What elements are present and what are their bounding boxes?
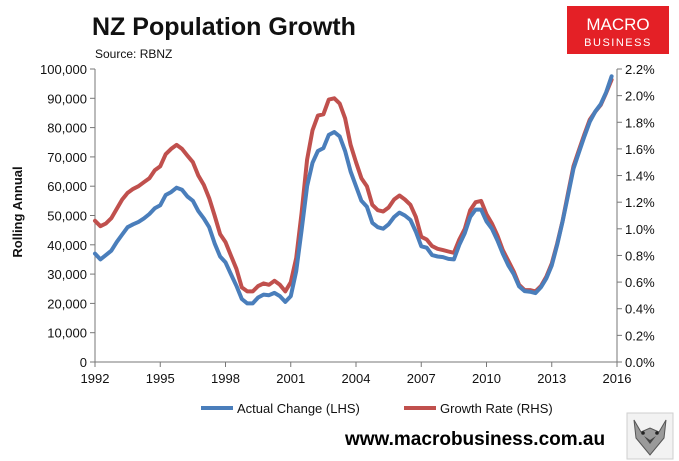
legend: Actual Change (LHS) Growth Rate (RHS) [201, 401, 553, 416]
x-tick-label: 2013 [537, 371, 566, 386]
y-left-tick-label: 50,000 [47, 209, 87, 224]
x-tick-label: 2001 [276, 371, 305, 386]
series-line-growth-rate [93, 77, 614, 294]
x-tick-label: 2016 [603, 371, 632, 386]
y-right-tick-label: 0.8% [625, 248, 655, 263]
y-right-tick-label: 0.4% [625, 302, 655, 317]
chart-source: Source: RBNZ [95, 47, 172, 61]
y-right-tick-label: 0.0% [625, 355, 655, 370]
y-left-tick-label: 20,000 [47, 296, 87, 311]
x-tick-label: 2004 [342, 371, 371, 386]
y-left-tick-label: 10,000 [47, 326, 87, 341]
y-right-tick-label: 0.2% [625, 328, 655, 343]
y-right-tick-label: 1.4% [625, 169, 655, 184]
y-left-tick-label: 60,000 [47, 179, 87, 194]
macrobusiness-logo[interactable]: MACRO BUSINESS [567, 6, 669, 54]
chart-title: NZ Population Growth [92, 13, 356, 41]
y-left-tick-label: 80,000 [47, 121, 87, 136]
y-right-tick-label: 1.2% [625, 195, 655, 210]
axis-ticks: 1992 1995 1998 2001 2004 2007 2010 2013 2016 0 10,… [40, 62, 655, 386]
y-left-tick-label: 30,000 [47, 267, 87, 282]
y-right-tick-label: 2.0% [625, 89, 655, 104]
x-tick-label: 2010 [472, 371, 501, 386]
y-right-tick-label: 1.8% [625, 115, 655, 130]
series-line-actual-change [93, 74, 614, 306]
y-left-tick-label: 0 [80, 355, 87, 370]
logo-line-2: BUSINESS [584, 37, 652, 49]
y-right-tick-label: 0.6% [625, 275, 655, 290]
website-url[interactable]: www.macrobusiness.com.au [344, 429, 605, 450]
x-tick-label: 1998 [211, 371, 240, 386]
logo-background [567, 6, 669, 54]
y-left-tick-label: 90,000 [47, 91, 87, 106]
y-left-tick-label: 100,000 [40, 62, 87, 77]
y-left-tick-label: 40,000 [47, 238, 87, 253]
y-right-tick-label: 2.2% [625, 62, 655, 77]
y-axis-label: Rolling Annual [10, 166, 25, 257]
logo-line-1: MACRO [586, 15, 649, 34]
y-right-tick-label: 1.6% [625, 142, 655, 157]
y-left-tick-label: 70,000 [47, 150, 87, 165]
legend-label-growth-rate: Growth Rate (RHS) [440, 401, 553, 416]
y-right-tick-label: 1.0% [625, 222, 655, 237]
x-tick-label: 1995 [146, 371, 175, 386]
x-tick-label: 1992 [81, 371, 110, 386]
wolf-logo-icon [626, 412, 674, 460]
legend-label-actual-change: Actual Change (LHS) [237, 401, 360, 416]
x-tick-label: 2007 [407, 371, 436, 386]
